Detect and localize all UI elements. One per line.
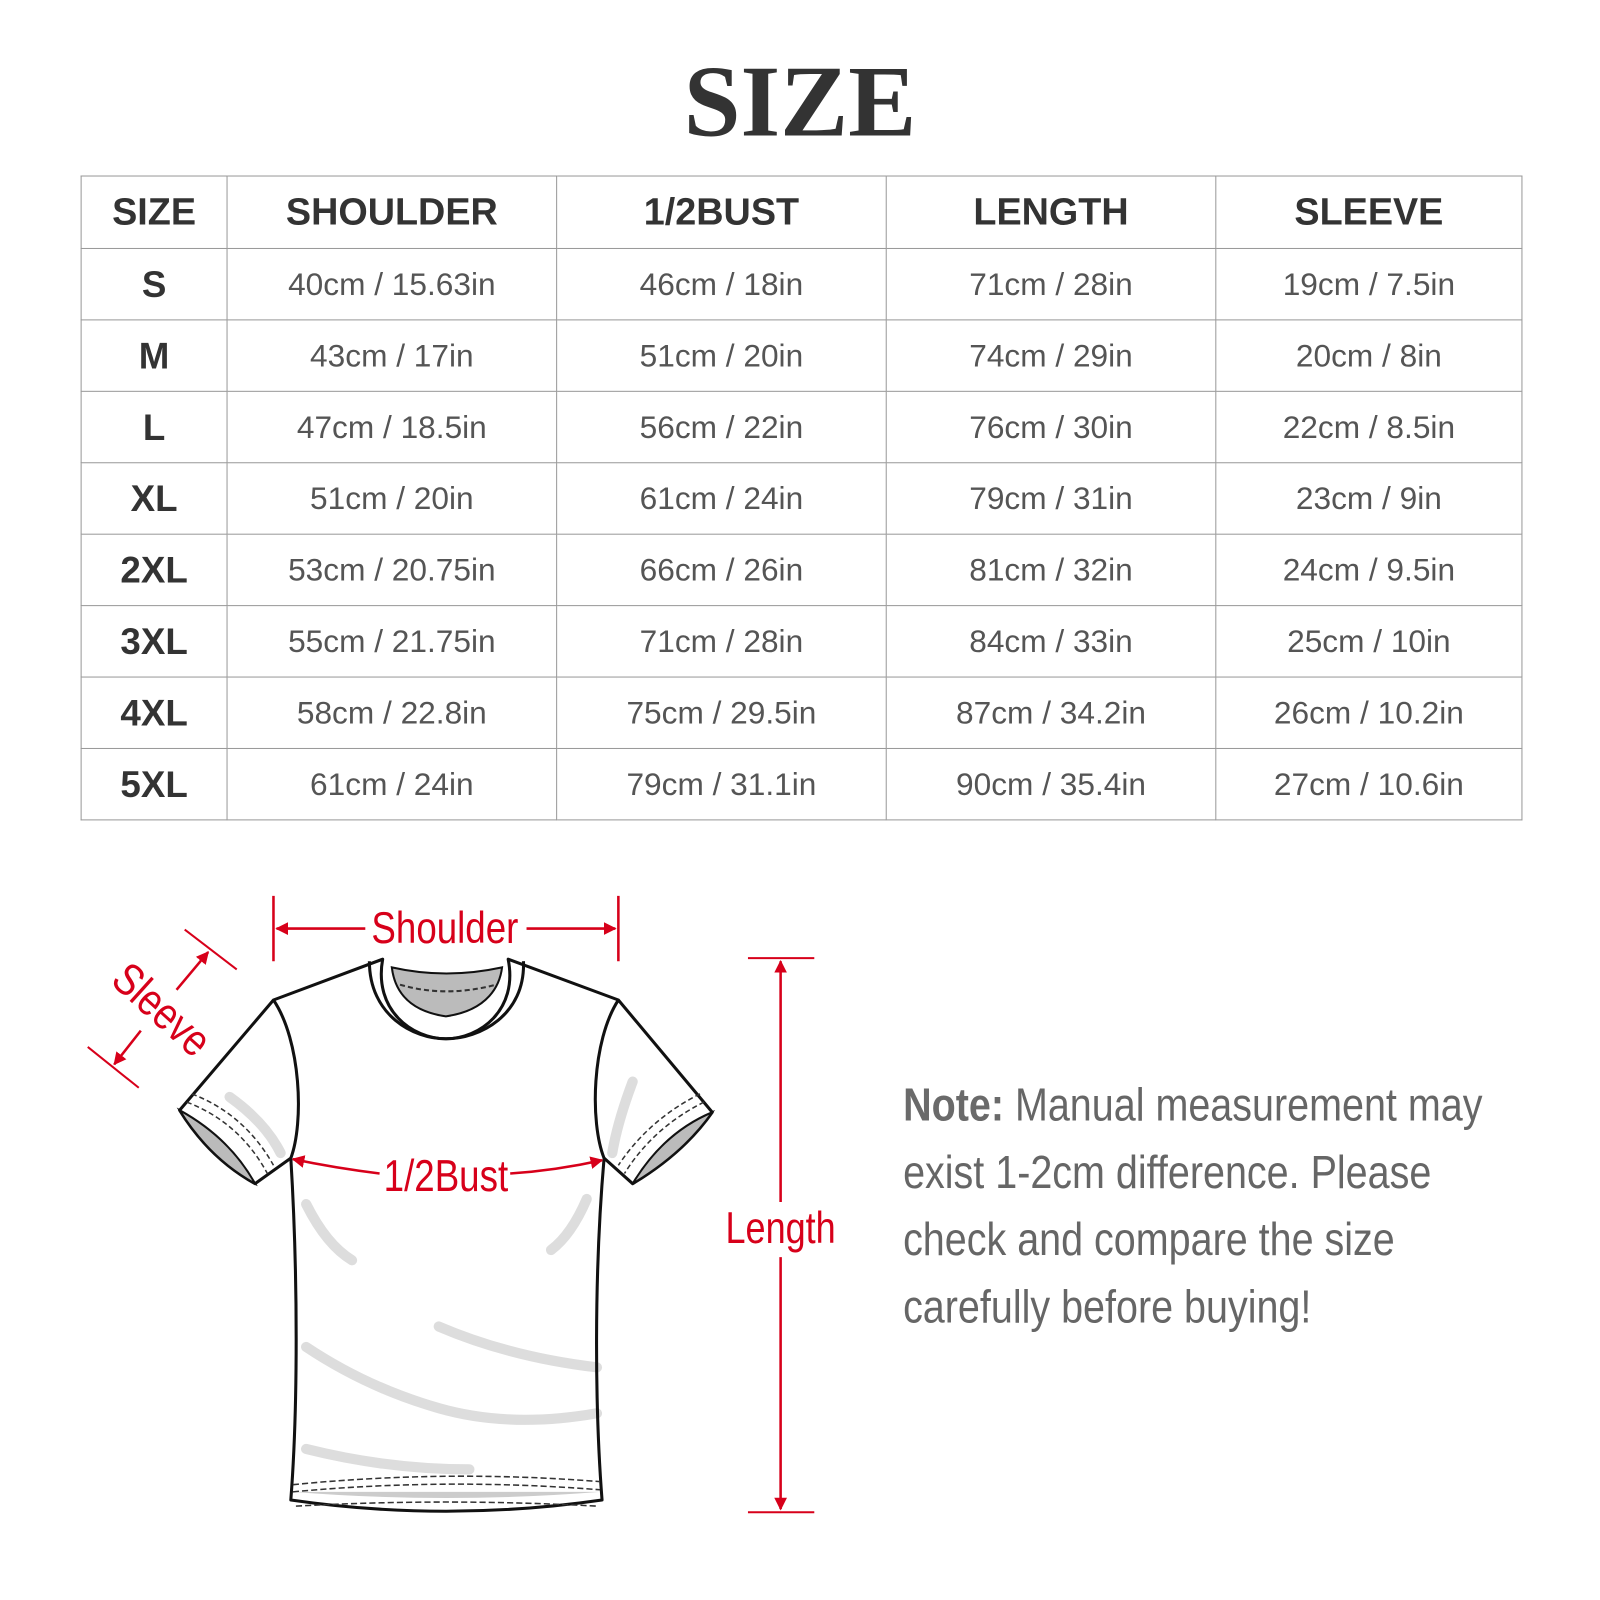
note: Note: Manual measurement may exist 1-2cm… xyxy=(903,1071,1500,1340)
note-label: Note: xyxy=(903,1078,1004,1131)
table-row: L 47cm / 18.5in 56cm / 22in 76cm / 30in 22cm… xyxy=(80,390,1523,464)
cell-shoulder: 55cm / 21.75in xyxy=(226,605,558,678)
cell-shoulder: 40cm / 15.63in xyxy=(226,247,558,321)
cell-sleeve: 19cm / 7.5in xyxy=(1215,247,1523,321)
table-row: M 43cm / 17in 51cm / 20in 74cm / 29in 20cm /… xyxy=(80,319,1523,392)
header-size: SIZE xyxy=(80,175,228,249)
cell-length: 71cm / 28in xyxy=(885,247,1217,321)
cell-length: 90cm / 35.4in xyxy=(885,747,1217,821)
cell-sleeve: 24cm / 9.5in xyxy=(1215,533,1523,607)
table-row: 5XL 61cm / 24in 79cm / 31.1in 90cm / 35.4in… xyxy=(80,747,1523,821)
page-title: SIZE xyxy=(683,44,917,159)
cell-size: M xyxy=(80,319,228,392)
cell-bust: 66cm / 26in xyxy=(556,533,887,607)
length-label: Length xyxy=(726,1202,836,1253)
cell-size: 3XL xyxy=(80,605,228,678)
cell-shoulder: 58cm / 22.8in xyxy=(226,676,558,749)
cell-bust: 75cm / 29.5in xyxy=(556,676,887,749)
header-bust: 1/2BUST xyxy=(556,175,887,249)
cell-length: 79cm / 31in xyxy=(885,462,1217,535)
cell-length: 81cm / 32in xyxy=(885,533,1217,607)
size-table: SIZE SHOULDER 1/2BUST LENGTH SLEEVE S 40c… xyxy=(80,175,1523,821)
cell-size: 4XL xyxy=(80,676,228,749)
table-row: 4XL 58cm / 22.8in 75cm / 29.5in 87cm / 34.2… xyxy=(80,676,1523,749)
tshirt-icon xyxy=(176,957,716,1513)
cell-bust: 61cm / 24in xyxy=(556,462,887,535)
header-sleeve: SLEEVE xyxy=(1215,175,1523,249)
cell-size: 5XL xyxy=(80,747,228,821)
table-row: 3XL 55cm / 21.75in 71cm / 28in 84cm / 33in 2… xyxy=(80,605,1523,678)
table-row: XL 51cm / 20in 61cm / 24in 79cm / 31in 23cm … xyxy=(80,462,1523,535)
shoulder-label: Shoulder xyxy=(371,902,518,953)
table-header-row: SIZE SHOULDER 1/2BUST LENGTH SLEEVE xyxy=(80,175,1523,249)
cell-sleeve: 20cm / 8in xyxy=(1215,319,1523,392)
length-measure: Length xyxy=(726,957,836,1514)
cell-size: XL xyxy=(80,462,228,535)
cell-length: 84cm / 33in xyxy=(885,605,1217,678)
cell-length: 74cm / 29in xyxy=(885,319,1217,392)
cell-size: S xyxy=(80,247,228,321)
cell-sleeve: 26cm / 10.2in xyxy=(1215,676,1523,749)
cell-sleeve: 23cm / 9in xyxy=(1215,462,1523,535)
cell-length: 76cm / 30in xyxy=(885,390,1217,464)
cell-bust: 71cm / 28in xyxy=(556,605,887,678)
cell-shoulder: 61cm / 24in xyxy=(226,747,558,821)
cell-size: L xyxy=(80,390,228,464)
header-length: LENGTH xyxy=(885,175,1217,249)
note-text: Manual measurement may exist 1-2cm diffe… xyxy=(903,1078,1483,1333)
cell-bust: 79cm / 31.1in xyxy=(556,747,887,821)
bust-label: 1/2Bust xyxy=(384,1150,509,1201)
cell-length: 87cm / 34.2in xyxy=(885,676,1217,749)
cell-sleeve: 22cm / 8.5in xyxy=(1215,390,1523,464)
table-row: 2XL 53cm / 20.75in 66cm / 26in 81cm / 32in 2… xyxy=(80,533,1523,607)
bust-measure: 1/2Bust xyxy=(291,1150,604,1201)
sleeve-label: Sleeve xyxy=(103,952,222,1066)
shoulder-measure: Shoulder xyxy=(272,895,620,962)
cell-bust: 56cm / 22in xyxy=(556,390,887,464)
cell-shoulder: 43cm / 17in xyxy=(226,319,558,392)
cell-sleeve: 25cm / 10in xyxy=(1215,605,1523,678)
table-row: S 40cm / 15.63in 46cm / 18in 71cm / 28in 19c… xyxy=(80,247,1523,321)
cell-sleeve: 27cm / 10.6in xyxy=(1215,747,1523,821)
cell-shoulder: 53cm / 20.75in xyxy=(226,533,558,607)
sleeve-measure: Sleeve xyxy=(87,928,238,1089)
cell-bust: 46cm / 18in xyxy=(556,247,887,321)
cell-shoulder: 51cm / 20in xyxy=(226,462,558,535)
